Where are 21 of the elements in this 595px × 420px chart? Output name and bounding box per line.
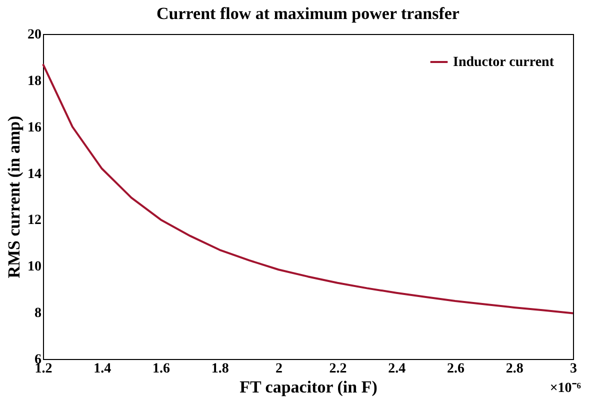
x-tick-label: 2.4 — [388, 362, 406, 376]
y-tick-label: 14 — [28, 166, 42, 182]
x-tick-label: 1.4 — [94, 362, 112, 376]
x-tick-label: 2 — [276, 362, 283, 376]
y-tick-label: 16 — [28, 120, 42, 136]
x-tick-label: 1.8 — [211, 362, 229, 376]
y-tick-label: 8 — [34, 306, 42, 322]
y-tick-label: 18 — [28, 74, 42, 89]
x-tick-label: 2.2 — [329, 362, 347, 376]
legend-label: Inductor current — [453, 55, 554, 70]
chart-title: Current flow at maximum power transfer — [156, 4, 460, 23]
text: ×10⁻⁶ — [550, 381, 581, 396]
x-tick-label: 1.6 — [152, 362, 170, 376]
x-tick-label: 2.6 — [446, 362, 464, 376]
y-axis-title: RMS current (in amp) — [4, 116, 24, 278]
y-tick-label: 20 — [28, 28, 42, 42]
y-tick-label: 10 — [28, 260, 42, 275]
y-tick-label: 12 — [28, 213, 42, 228]
x-tick-label: 3 — [570, 362, 577, 376]
x-tick-label: 2.8 — [506, 362, 524, 376]
x-axis-title: FT capacitor (in F) — [240, 378, 378, 396]
